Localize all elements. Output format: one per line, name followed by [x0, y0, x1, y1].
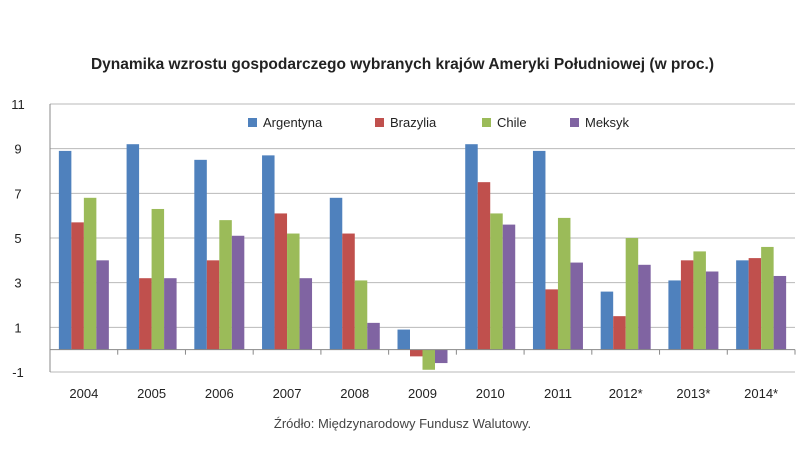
legend: Argentyna Brazylia Chile Meksyk [248, 115, 630, 130]
legend-swatch [248, 118, 257, 127]
bar [231, 235, 245, 350]
y-tick-label: 3 [14, 276, 21, 291]
bar [477, 182, 491, 350]
bar [299, 278, 313, 350]
legend-swatch [482, 118, 491, 127]
bar [773, 275, 787, 350]
y-tick-label: 11 [11, 97, 25, 112]
x-tick-label: 2008 [340, 386, 369, 401]
bars [58, 144, 787, 370]
bar [435, 349, 448, 364]
bar [274, 213, 288, 350]
bar [139, 278, 152, 350]
bar [625, 238, 639, 350]
bar [194, 159, 207, 350]
bar [287, 233, 300, 350]
bar [502, 224, 516, 350]
x-tick-label: 2010 [476, 386, 505, 401]
bar [219, 220, 232, 350]
bar [206, 260, 220, 350]
bar [83, 197, 97, 350]
source-note: Źródło: Międzynarodowy Fundusz Walutowy. [273, 416, 532, 431]
bar [705, 271, 719, 350]
legend-label: Brazylia [390, 115, 437, 130]
bar [342, 233, 355, 350]
y-tick-label: 1 [14, 320, 21, 335]
x-tick-label: 2005 [137, 386, 166, 401]
legend-swatch [375, 118, 384, 127]
bar [557, 217, 571, 350]
x-tick-label: 2011 [544, 386, 572, 401]
chart-title: Dynamika wzrostu gospodarczego wybranych… [90, 56, 714, 73]
legend-swatch [570, 118, 579, 127]
bar [490, 213, 503, 350]
bar [761, 246, 774, 350]
bar [151, 208, 165, 350]
bar [410, 349, 423, 357]
x-tick-label: 2013* [676, 386, 710, 401]
bar [680, 260, 694, 350]
bar [126, 144, 140, 350]
bar [465, 144, 478, 350]
bar [570, 262, 583, 350]
bar [354, 280, 368, 350]
x-tick-label: 2004 [69, 386, 98, 401]
bar [748, 258, 762, 350]
x-tick-label: 2009 [408, 386, 437, 401]
legend-label: Argentyna [263, 115, 323, 130]
bar [262, 155, 275, 350]
bar [545, 289, 558, 350]
bar [397, 329, 410, 350]
bar [613, 316, 626, 350]
bar [638, 264, 651, 350]
legend-label: Meksyk [585, 115, 630, 130]
bar [71, 222, 84, 350]
x-tick-label: 2006 [205, 386, 234, 401]
bar [164, 278, 177, 350]
legend-label: Chile [497, 115, 527, 130]
bar [693, 251, 706, 350]
bar [96, 260, 109, 350]
bar [600, 291, 614, 350]
bar [367, 322, 380, 350]
bar [422, 349, 435, 370]
bar [668, 280, 681, 350]
y-tick-label: 9 [14, 142, 21, 157]
bar [329, 197, 343, 350]
y-tick-label: 5 [14, 231, 21, 246]
axes: -1 1 3 5 7 9 11 2004 2005 2006 2007 2008 2009 2010 201… [11, 97, 796, 401]
y-tick-label: 7 [14, 186, 21, 201]
x-tick-label: 2014* [744, 386, 778, 401]
bar [532, 150, 546, 350]
x-tick-label: 2007 [273, 386, 302, 401]
bar [58, 150, 72, 350]
x-tick-label: 2012* [609, 386, 643, 401]
bar [736, 260, 749, 350]
y-tick-label: -1 [12, 365, 24, 380]
